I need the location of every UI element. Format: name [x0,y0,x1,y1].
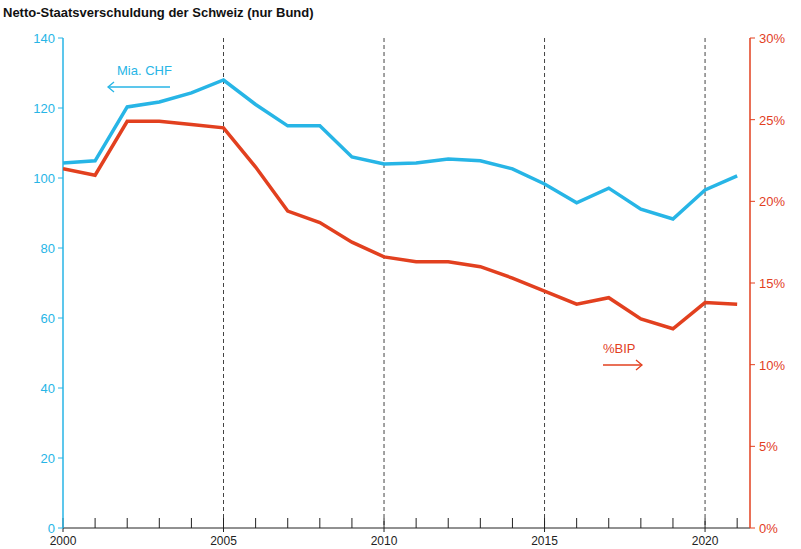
grid-line [223,38,224,528]
y-tick [58,178,63,179]
x-tick [705,528,706,532]
grid-line [544,38,545,528]
series-label: %BIP [603,341,636,356]
x-tick-label: 2020 [692,534,719,548]
y-tick [58,458,63,459]
x-minor-tick [223,518,224,528]
x-minor-tick [544,518,545,528]
y2-tick [750,38,755,39]
y-tick-label: 100 [33,171,55,186]
x-minor-tick [672,518,673,528]
y-tick-label: 80 [41,241,55,256]
x-minor-tick [416,518,417,528]
y-tick-label: 60 [41,311,55,326]
x-tick-label: 2010 [371,534,398,548]
x-minor-tick [384,518,385,528]
x-minor-tick [95,518,96,528]
x-tick [63,528,64,532]
y-tick [58,528,63,529]
series-line [63,121,737,328]
y2-tick-label: 30% [759,31,785,46]
y2-tick-label: 5% [759,439,778,454]
series-label: Mia. CHF [117,63,172,78]
x-tick [384,528,385,532]
x-minor-tick [448,518,449,528]
y2-tick [750,119,755,120]
y-tick [58,318,63,319]
y-tick-label: 20 [41,451,55,466]
y2-tick [750,283,755,284]
x-minor-tick [287,518,288,528]
arrow [108,86,170,87]
y2-tick-label: 0% [759,521,778,536]
x-tick [544,528,545,532]
x-minor-tick [319,518,320,528]
chart: Netto-Staatsverschuldung der Schweiz (nu… [0,0,801,549]
x-axis [63,528,750,529]
y-tick [58,388,63,389]
x-minor-tick [737,518,738,528]
x-minor-tick [480,518,481,528]
x-minor-tick [640,518,641,528]
x-minor-tick [705,518,706,528]
x-tick-label: 2015 [531,534,558,548]
x-minor-tick [127,518,128,528]
grid-line [705,38,706,528]
y-tick [58,38,63,39]
arrow [603,364,642,365]
arrow-head [636,360,642,370]
y-tick-label: 0 [48,521,55,536]
x-minor-tick [351,518,352,528]
y2-tick-label: 20% [759,194,785,209]
x-minor-tick [191,518,192,528]
y-axis [62,38,64,528]
x-minor-tick [576,518,577,528]
y2-tick-label: 10% [759,358,785,373]
y2-tick-label: 25% [759,113,785,128]
x-tick-label: 2000 [50,534,77,548]
x-tick-label: 2005 [210,534,237,548]
y2-tick [750,364,755,365]
x-tick [223,528,224,532]
x-minor-tick [608,518,609,528]
y-tick-label: 40 [41,381,55,396]
grid-line [384,38,385,528]
title: Netto-Staatsverschuldung der Schweiz (nu… [3,5,314,20]
x-minor-tick [255,518,256,528]
y-tick-label: 140 [33,31,55,46]
arrow-head [108,82,114,92]
x-minor-tick [159,518,160,528]
y-tick [58,108,63,109]
x-minor-tick [512,518,513,528]
y2-tick [750,528,755,529]
y2-tick [750,201,755,202]
y-tick [58,248,63,249]
plot-area [63,80,737,329]
series-line [63,80,737,219]
y2-tick [750,446,755,447]
y-tick-label: 120 [33,101,55,116]
y2-tick-label: 15% [759,276,785,291]
